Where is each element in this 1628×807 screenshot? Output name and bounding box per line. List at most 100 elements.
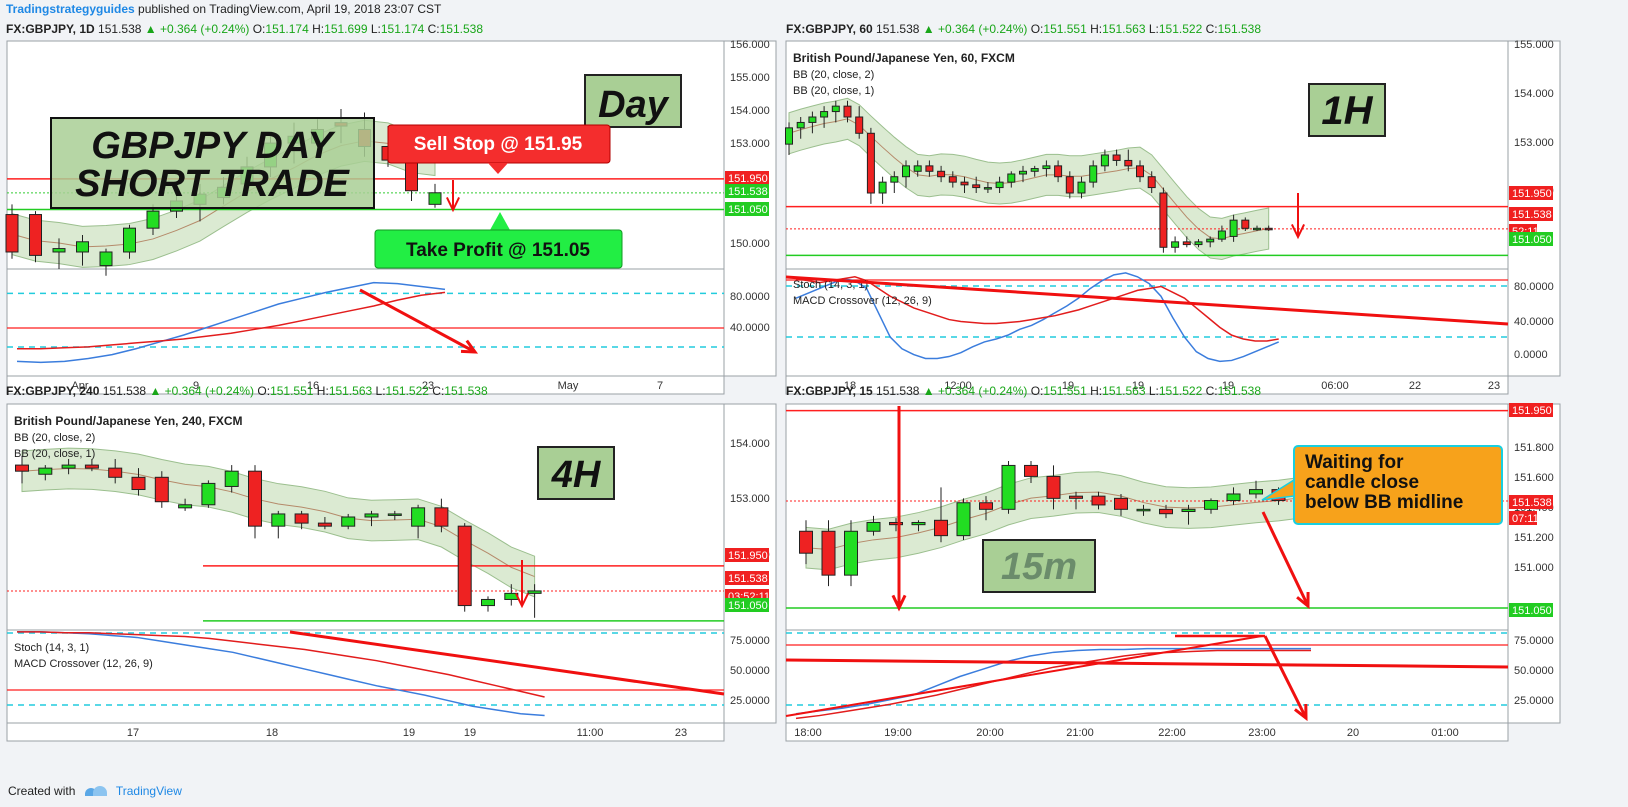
price-badge: 151.538 — [728, 573, 768, 585]
indicator-info-h4: BB (20, close, 2) — [14, 432, 95, 444]
indicator-info-h4: BB (20, close, 1) — [14, 448, 95, 460]
m15-vertical-arrow-head — [891, 594, 907, 612]
candle-body — [1091, 495, 1106, 506]
osc-tick-label: 75.0000 — [1514, 635, 1554, 647]
header-sep: O: — [249, 22, 266, 36]
price-badge-bg — [1509, 603, 1553, 617]
candle-body — [1241, 219, 1250, 229]
waiting-callout-tail — [1261, 478, 1295, 501]
sell-stop-callout-text: Sell Stop @ 151.95 — [414, 134, 583, 155]
h4-arrow-head — [515, 592, 529, 609]
header-sep: L: — [372, 384, 386, 398]
price-badge: 151.538 — [1512, 209, 1552, 221]
panel-header-m15: FX:GBPJPY, 15 151.538 ▲ +0.364 (+0.24%) … — [786, 382, 1261, 400]
header-o: 151.551 — [1043, 384, 1087, 398]
oscillator-info-h4: Stoch (14, 3, 1) — [14, 642, 89, 654]
price-tick-label: 154.000 — [1514, 88, 1554, 100]
publisher-link[interactable]: Tradingstrategyguides — [6, 2, 135, 16]
header-price: 151.538 — [876, 22, 920, 36]
header-change: +0.364 (+0.24%) — [159, 22, 250, 36]
candle-body — [387, 513, 402, 516]
price-tick-label: 153.000 — [730, 138, 770, 150]
time-tick-label: Apr — [71, 380, 88, 392]
header-h: 151.563 — [1102, 384, 1146, 398]
oscillator-info-h4: MACD Crossover (12, 26, 9) — [14, 658, 153, 670]
footer: Created with TradingView — [8, 782, 182, 800]
time-axis-day — [6, 375, 725, 395]
candle-body — [1069, 495, 1083, 499]
header-h: 151.699 — [324, 22, 368, 36]
stoch-line-day — [16, 281, 446, 364]
timeframe-label-box — [537, 446, 615, 500]
candle-body — [178, 504, 193, 509]
bb-midline-h4 — [21, 468, 535, 578]
header-sep: C: — [424, 22, 440, 36]
candle-body — [146, 210, 160, 229]
candle-body — [866, 521, 881, 532]
candle-body — [341, 516, 356, 527]
candle-body — [224, 470, 239, 487]
indicator-info-h1: BB (20, close, 2) — [793, 69, 874, 81]
time-tick-label: 23 — [422, 380, 434, 392]
panel-header-h1: FX:GBPJPY, 60 151.538 ▲ +0.364 (+0.24%) … — [786, 20, 1261, 38]
candle-body — [364, 513, 379, 518]
candle-body — [843, 105, 852, 118]
time-tick-label: 19 — [1222, 380, 1234, 392]
time-tick-label: 16 — [307, 380, 319, 392]
macd-line-h4 — [17, 631, 545, 698]
candle-body — [76, 241, 89, 253]
time-tick-label: 18 — [844, 380, 856, 392]
candle-body — [248, 470, 262, 527]
candle-body — [1054, 165, 1063, 178]
day-sell-arrow-head — [446, 196, 460, 213]
header-sep: L: — [367, 22, 381, 36]
header-price: 151.538 — [98, 22, 142, 36]
header-sep: ▲ — [919, 384, 938, 398]
candle-body — [434, 507, 449, 527]
candle-body — [1204, 500, 1218, 510]
candle-body — [481, 598, 495, 607]
take-profit-callout-box — [374, 229, 623, 269]
take-profit-callout-tail — [490, 212, 510, 230]
time-tick-label: 19:00 — [884, 727, 912, 739]
candle-body — [796, 121, 805, 129]
day-osc-arrow-head — [460, 339, 479, 354]
header-h: 151.563 — [328, 384, 373, 398]
time-tick-label: 19 — [464, 727, 476, 739]
candle-body — [61, 464, 76, 469]
trade-title-text: SHORT TRADE — [75, 163, 350, 205]
candle-body — [937, 170, 946, 178]
sell-stop-callout-tail — [488, 163, 508, 174]
header-sep: H: — [1086, 384, 1103, 398]
header-sep: ▲ — [919, 22, 938, 36]
price-badge-bg — [725, 571, 769, 585]
header-o: 151.551 — [270, 384, 314, 398]
time-tick-label: 19 — [1062, 380, 1074, 392]
price-tick-label: 156.000 — [730, 39, 770, 51]
candle-body — [1100, 154, 1109, 167]
candle-body — [457, 525, 472, 607]
header-sep: L: — [1145, 384, 1159, 398]
candle-body — [1001, 464, 1016, 510]
price-badge-bg — [1509, 403, 1553, 417]
osc-tick-label: 25.0000 — [1514, 695, 1554, 707]
header-c: 151.538 — [444, 384, 488, 398]
candle-body — [5, 214, 19, 253]
tradingview-link[interactable]: TradingView — [115, 784, 182, 798]
candle-body — [1253, 227, 1261, 231]
h1-trendline — [785, 275, 1509, 326]
candle-body — [878, 181, 887, 194]
header-sep: H: — [308, 22, 325, 36]
trade-title-text: GBPJPY DAY — [91, 125, 336, 167]
candle-body — [15, 464, 29, 472]
candle-body — [913, 165, 922, 172]
time-tick-label: 19 — [1132, 380, 1144, 392]
price-badge-bg — [1509, 495, 1553, 509]
panel-header-h4: FX:GBPJPY, 240 151.538 ▲ +0.364 (+0.24%)… — [6, 382, 488, 400]
price-badge: 151.050 — [1512, 605, 1552, 617]
timeframe-label-box — [982, 539, 1096, 593]
header-sep: H: — [1086, 22, 1103, 36]
osc-tick-label: 40.0000 — [1514, 316, 1554, 328]
